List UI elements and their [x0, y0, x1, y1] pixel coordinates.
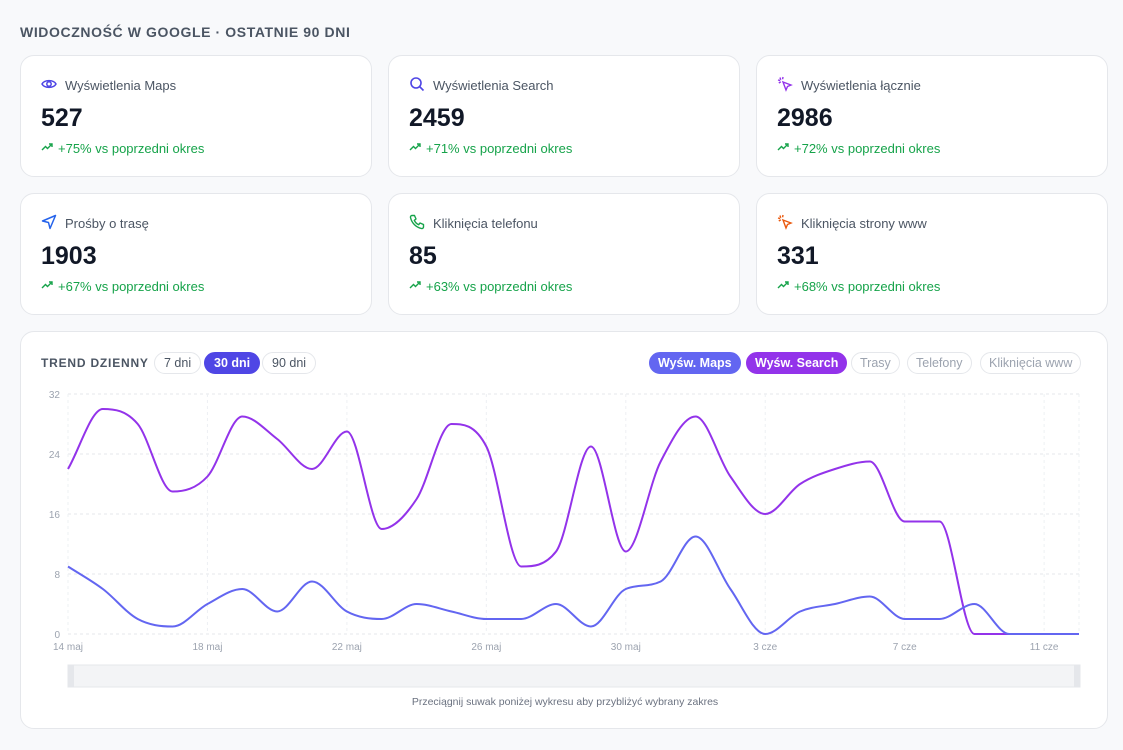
trend-up-icon: [409, 279, 421, 294]
x-tick-label: 11 cze: [1030, 642, 1059, 653]
y-tick-label: 8: [54, 570, 60, 581]
x-tick-label: 3 cze: [753, 642, 777, 653]
cursor-click-icon: [777, 214, 793, 233]
y-tick-label: 0: [54, 630, 60, 641]
kpi-value: 1903: [41, 242, 97, 270]
series-line-wy-w-search: [67, 407, 1079, 635]
kpi-delta: +67% vs poprzedni okres: [58, 279, 205, 294]
trend-title: TREND DZIENNY: [41, 356, 149, 370]
navigation-icon: [41, 214, 57, 233]
kpi-card-directions: Prośby o trasę 1903 +67% vs poprzedni ok…: [20, 193, 372, 315]
series-line-wy-w-maps: [67, 535, 1079, 636]
zoom-slider-right-handle[interactable]: [1074, 665, 1080, 687]
kpi-card-phone-clicks: Kliknięcia telefonu 85 +63% vs poprzedni…: [388, 193, 740, 315]
kpi-delta: +72% vs poprzedni okres: [794, 141, 941, 156]
kpi-value: 2459: [409, 104, 465, 132]
kpi-value: 527: [41, 104, 83, 132]
kpi-delta: +68% vs poprzedni okres: [794, 279, 941, 294]
toggle-maps-views[interactable]: Wyśw. Maps: [649, 352, 741, 374]
search-icon: [409, 76, 425, 95]
y-tick-label: 32: [49, 390, 61, 401]
trend-line-chart: 0 8 16 24 32 14 maj 18 maj 22 maj 26 maj 30 maj 3 …: [49, 390, 1081, 688]
x-tick-label: 30 maj: [611, 642, 641, 653]
cursor-click-icon: [777, 76, 793, 95]
trend-up-icon: [777, 279, 789, 294]
trend-up-icon: [41, 141, 53, 156]
kpi-card-total-views: Wyświetlenia łącznie 2986 +72% vs poprze…: [756, 55, 1108, 177]
trend-up-icon: [409, 141, 421, 156]
zoom-slider-track[interactable]: [67, 664, 1081, 688]
eye-icon: [41, 76, 57, 95]
range-7-days-button[interactable]: 7 dni: [154, 352, 202, 374]
x-tick-label: 14 maj: [53, 642, 83, 653]
toggle-phone[interactable]: Telefony: [907, 352, 972, 374]
toggle-website-clicks[interactable]: Kliknięcia www: [980, 352, 1082, 374]
kpi-value: 331: [777, 242, 819, 270]
x-tick-label: 18 maj: [192, 642, 222, 653]
kpi-label: Wyświetlenia Maps: [65, 78, 177, 93]
kpi-delta: +71% vs poprzedni okres: [426, 141, 573, 156]
kpi-delta: +63% vs poprzedni okres: [426, 279, 573, 294]
toggle-search-views[interactable]: Wyśw. Search: [746, 352, 848, 374]
page-title: WIDOCZNOŚĆ W GOOGLE · OSTATNIE 90 DNI: [20, 24, 351, 40]
trend-up-icon: [41, 279, 53, 294]
trend-up-icon: [777, 141, 789, 156]
kpi-card-search-views: Wyświetlenia Search 2459 +71% vs poprzed…: [388, 55, 740, 177]
range-30-days-button[interactable]: 30 dni: [204, 352, 261, 374]
zoom-slider-left-handle[interactable]: [68, 665, 74, 687]
toggle-directions[interactable]: Trasy: [851, 352, 900, 374]
kpi-delta: +75% vs poprzedni okres: [58, 141, 205, 156]
kpi-label: Kliknięcia telefonu: [433, 216, 538, 231]
range-90-days-button[interactable]: 90 dni: [262, 352, 317, 374]
kpi-value: 2986: [777, 104, 833, 132]
x-tick-label: 7 cze: [893, 642, 917, 653]
trend-panel: TREND DZIENNY 7 dni 30 dni 90 dni Wyśw. …: [20, 331, 1108, 729]
y-tick-label: 16: [49, 510, 61, 521]
zoom-slider[interactable]: [67, 664, 1081, 688]
y-tick-label: 24: [49, 450, 61, 461]
kpi-card-website-clicks: Kliknięcia strony www 331 +68% vs poprze…: [756, 193, 1108, 315]
x-tick-label: 26 maj: [471, 642, 501, 653]
kpi-card-maps-views: Wyświetlenia Maps 527 +75% vs poprzedni …: [20, 55, 372, 177]
phone-icon: [409, 214, 425, 233]
x-tick-label: 22 maj: [332, 642, 362, 653]
zoom-hint: Przeciągnij suwak poniżej wykresu aby pr…: [411, 696, 719, 708]
kpi-label: Kliknięcia strony www: [801, 216, 927, 231]
kpi-label: Prośby o trasę: [65, 216, 149, 231]
kpi-value: 85: [409, 242, 437, 270]
kpi-label: Wyświetlenia Search: [433, 78, 554, 93]
kpi-label: Wyświetlenia łącznie: [801, 78, 921, 93]
